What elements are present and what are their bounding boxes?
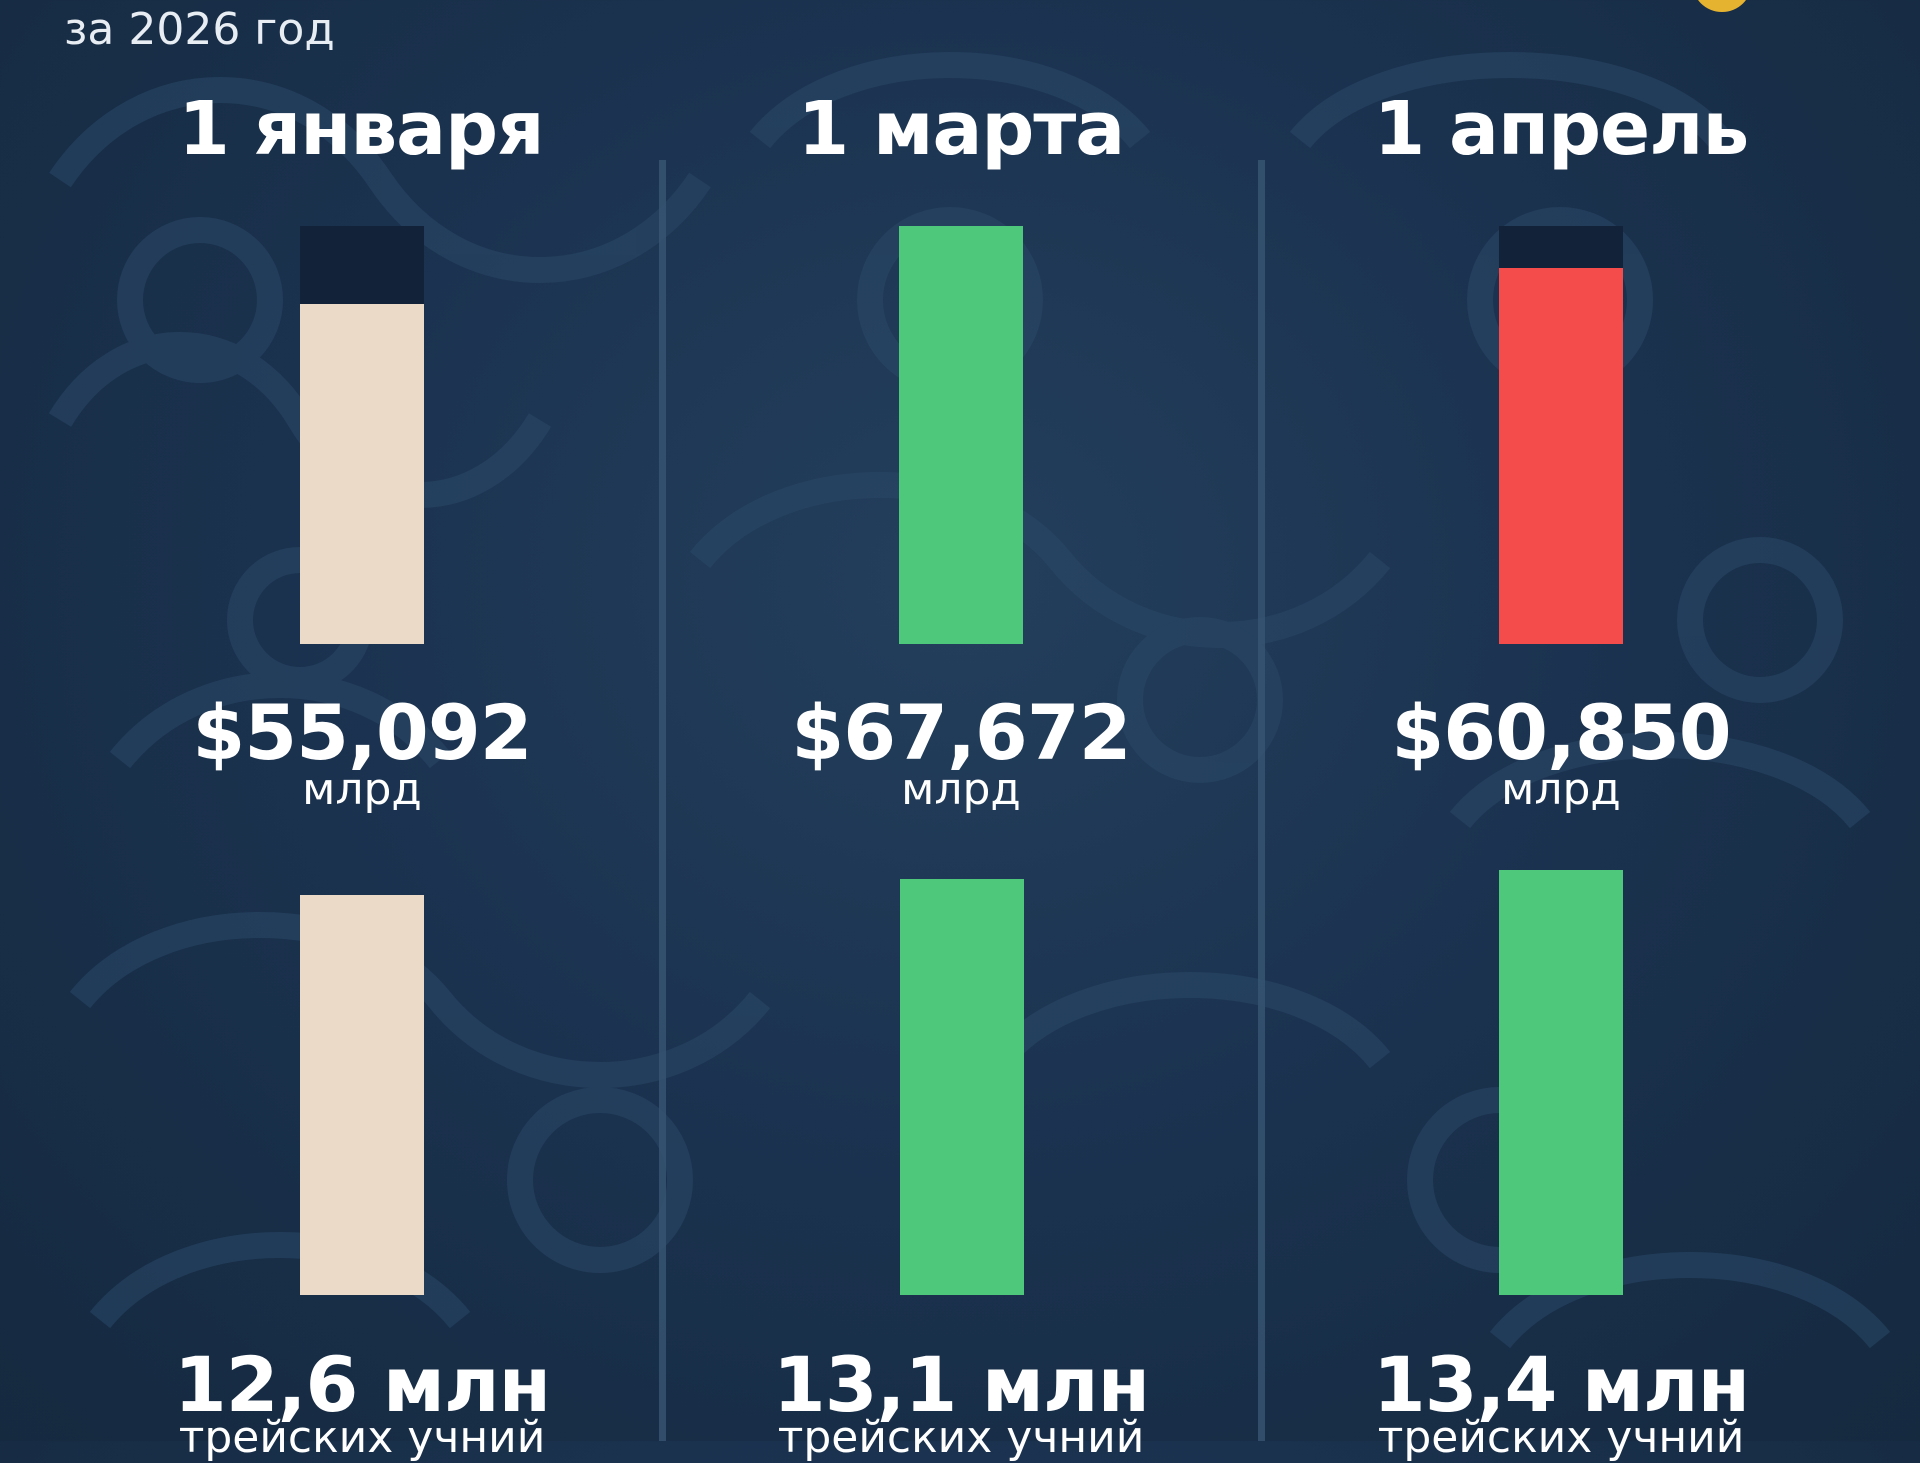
reserves-unit-january: млрд [302,764,422,815]
column-divider-1 [659,160,666,1441]
reserves-unit-april: млрд [1501,764,1621,815]
users-bar-january [300,895,424,1295]
users-value-january: 12,6 млн [173,1340,551,1429]
chart-subtitle: за 2026 год [64,4,335,55]
column-divider-2 [1258,160,1265,1441]
users-caption-march: трейских учний [777,1412,1145,1463]
reserves-bar-march [899,226,1023,644]
category-label-april: 1 апрель [1373,86,1749,172]
users-value-march: 13,1 млн [772,1340,1150,1429]
users-bar-april [1499,870,1623,1295]
users-caption-april: трейских учний [1377,1412,1745,1463]
reserves-value-march: $67,672 [791,688,1131,777]
category-label-january: 1 января [178,86,544,172]
reserves-bar-january [300,304,424,644]
reserves-value-april: $60,850 [1391,688,1731,777]
reserves-unit-march: млрд [901,764,1021,815]
category-label-march: 1 марта [797,86,1125,172]
reserves-bar-track-march [899,226,1023,644]
corner-badge [1692,0,1752,12]
users-value-april: 13,4 млн [1372,1340,1750,1429]
reserves-bar-track-january [300,226,424,644]
reserves-bar-april [1499,268,1623,644]
reserves-value-january: $55,092 [192,688,532,777]
reserves-bar-track-april [1499,226,1623,644]
users-caption-january: трейских учний [178,1412,546,1463]
users-bar-march [900,879,1024,1295]
